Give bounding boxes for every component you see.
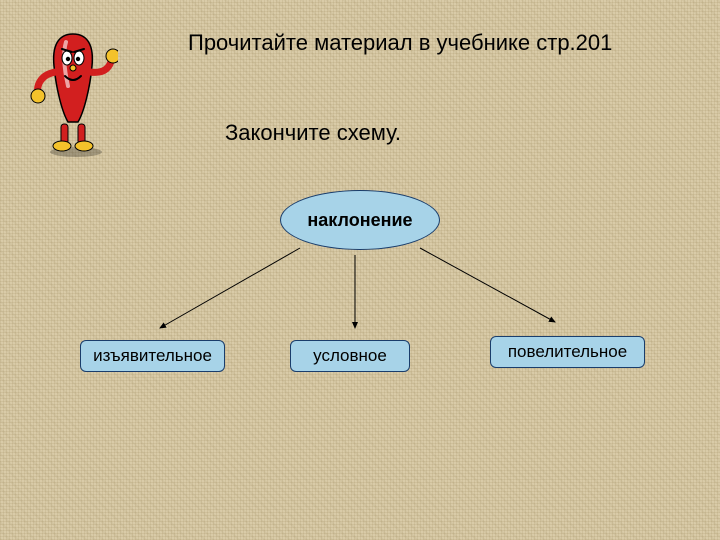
instruction-subtitle: Закончите схему. xyxy=(225,120,401,146)
instruction-title: Прочитайте материал в учебнике стр.201 xyxy=(188,30,612,56)
child-node-1: изъявительное xyxy=(80,340,225,372)
child-node-3: повелительное xyxy=(490,336,645,368)
exclamation-character xyxy=(28,28,118,158)
child-node-2: условное xyxy=(290,340,410,372)
slide: Прочитайте материал в учебнике стр.201 З… xyxy=(0,0,720,540)
root-node: наклонение xyxy=(280,190,440,250)
arrow-left xyxy=(160,248,300,328)
arrow-right xyxy=(420,248,555,322)
